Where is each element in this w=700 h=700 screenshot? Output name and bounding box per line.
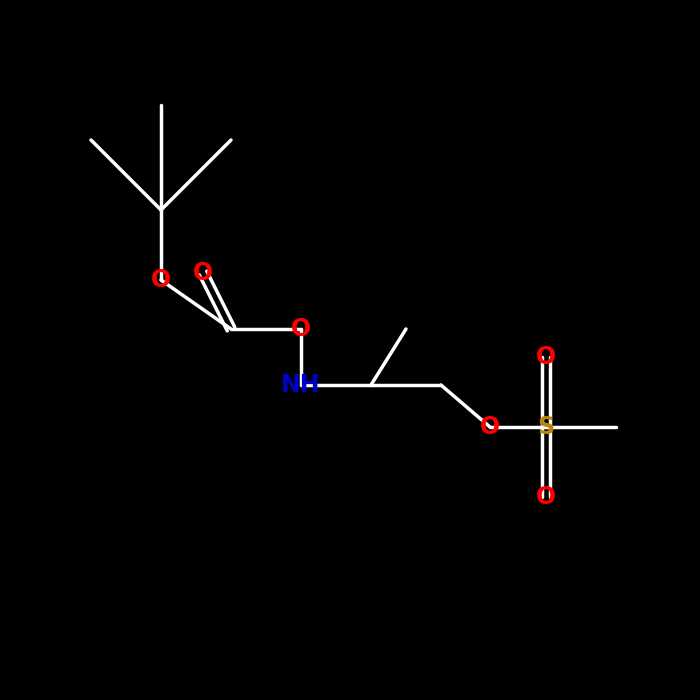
Text: O: O: [536, 345, 556, 369]
Text: O: O: [536, 485, 556, 509]
Text: S: S: [538, 415, 554, 439]
Text: O: O: [291, 317, 311, 341]
Text: NH: NH: [281, 373, 321, 397]
Text: O: O: [151, 268, 171, 292]
Text: O: O: [480, 415, 500, 439]
Text: O: O: [193, 261, 213, 285]
